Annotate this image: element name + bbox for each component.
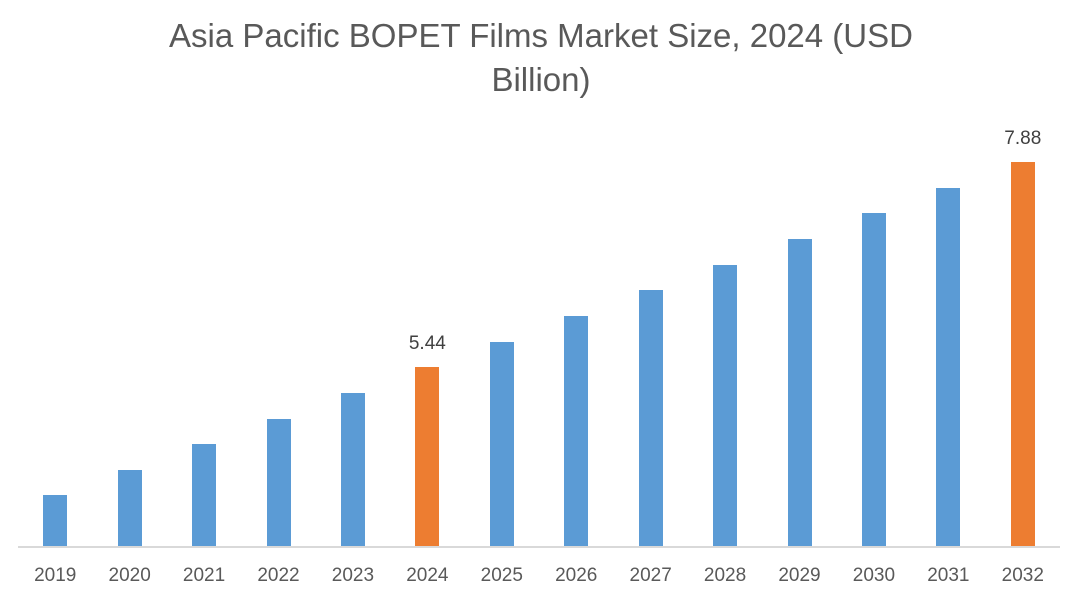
data-label-2032: 7.88 bbox=[1004, 128, 1042, 150]
x-tick-label-2027: 2027 bbox=[629, 565, 672, 586]
x-tick-label-2025: 2025 bbox=[480, 565, 523, 586]
chart-title: Asia Pacific BOPET Films Market Size, 20… bbox=[0, 14, 1082, 102]
bar-2025 bbox=[489, 341, 514, 547]
bar-2022 bbox=[266, 419, 291, 547]
x-tick-label-2031: 2031 bbox=[927, 565, 970, 586]
x-tick-label-2021: 2021 bbox=[182, 565, 226, 586]
x-tick-label-2029: 2029 bbox=[778, 565, 821, 586]
bar-2027 bbox=[638, 289, 663, 547]
bar-2020 bbox=[117, 470, 142, 547]
x-tick-label-2020: 2020 bbox=[108, 565, 151, 586]
x-tick-label-2022: 2022 bbox=[257, 565, 300, 586]
x-tick-label-2024: 2024 bbox=[406, 565, 449, 586]
bar-2031 bbox=[936, 188, 961, 547]
x-tick-label-2019: 2019 bbox=[34, 565, 77, 586]
bar-2021 bbox=[192, 444, 217, 547]
x-tick-label-2028: 2028 bbox=[703, 565, 747, 586]
x-tick-label-2026: 2026 bbox=[555, 565, 598, 586]
data-label-2024: 5.44 bbox=[408, 333, 446, 355]
bar-2019 bbox=[43, 494, 68, 547]
x-tick-label-2030: 2030 bbox=[852, 565, 896, 586]
chart-title-line-1: Asia Pacific BOPET Films Market Size, 20… bbox=[169, 17, 913, 54]
bar-2032 bbox=[1010, 162, 1035, 547]
bar-2028 bbox=[713, 265, 738, 547]
x-tick-label-2032: 2032 bbox=[1001, 565, 1044, 586]
bar-2024 bbox=[415, 367, 440, 547]
plot-area: 5.44 7.88 bbox=[18, 100, 1060, 547]
bar-2029 bbox=[787, 239, 812, 547]
bar-2030 bbox=[861, 213, 886, 547]
x-tick-label-2023: 2023 bbox=[331, 565, 375, 586]
chart-title-line-2: Billion) bbox=[491, 61, 591, 98]
bar-2023 bbox=[340, 393, 365, 547]
bar-2026 bbox=[564, 315, 589, 547]
x-axis-line bbox=[18, 546, 1060, 548]
